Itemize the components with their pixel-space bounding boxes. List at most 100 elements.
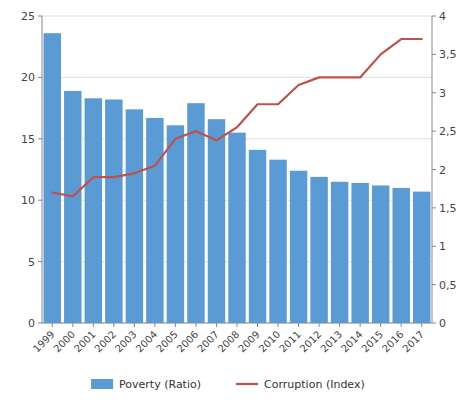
y2-tick (432, 92, 436, 93)
bar (167, 125, 184, 323)
y2-axis-line (432, 16, 433, 323)
x-tick-label: 2011 (277, 329, 303, 355)
bar (392, 188, 409, 323)
legend-label: Poverty (Ratio) (119, 378, 201, 391)
grid (42, 16, 432, 323)
y2-tick-label: 4 (439, 10, 446, 23)
x-tick (134, 323, 135, 327)
y-tick-label: 5 (28, 256, 35, 269)
y2-tick (432, 246, 436, 247)
y2-tick-label: 0,5 (439, 279, 457, 292)
bar (187, 103, 204, 323)
y-tick-label: 20 (21, 71, 35, 84)
legend-label: Corruption (Index) (264, 378, 365, 391)
x-tick (195, 323, 196, 327)
y2-tick-label: 1 (439, 240, 446, 253)
legend-swatch (236, 383, 258, 385)
x-tick (298, 323, 299, 327)
bar (249, 150, 266, 323)
x-tick (72, 323, 73, 327)
y2-tick (432, 207, 436, 208)
legend: Poverty (Ratio) Corruption (Index) (91, 378, 365, 391)
x-tick (93, 323, 94, 327)
bar (310, 177, 327, 323)
x-tick-label: 2007 (195, 329, 221, 355)
bar (44, 33, 61, 323)
y2-tick (432, 131, 436, 132)
y-tick (38, 200, 42, 201)
x-tick-label: 2010 (257, 329, 283, 355)
y2-tick-label: 0 (439, 317, 446, 330)
y-tick (38, 77, 42, 78)
y2-tick-label: 3 (439, 87, 446, 100)
y-axis-line (42, 16, 43, 323)
y-tick-label: 0 (28, 317, 35, 330)
x-tick-label: 1999 (31, 329, 57, 355)
x-tick-label: 2004 (134, 329, 160, 355)
y2-tick (432, 54, 436, 55)
y2-tick (432, 16, 436, 17)
y2-tick-label: 2,5 (439, 125, 457, 138)
x-tick (401, 323, 402, 327)
data (44, 33, 431, 323)
grid-line (42, 16, 432, 17)
x-tick (278, 323, 279, 327)
x-tick-label: 2008 (216, 329, 242, 355)
x-tick (175, 323, 176, 327)
bar (413, 192, 430, 323)
y2-tick (432, 284, 436, 285)
bar (372, 185, 389, 323)
x-tick (113, 323, 114, 327)
x-tick-label: 2013 (318, 329, 344, 355)
x-tick (360, 323, 361, 327)
bar (228, 133, 245, 323)
x-tick-label: 2001 (72, 329, 98, 355)
y2-tick (432, 169, 436, 170)
x-tick-label: 2006 (175, 329, 201, 355)
y2-tick-label: 3,5 (439, 48, 457, 61)
y-tick (38, 138, 42, 139)
x-tick-label: 2017 (400, 329, 426, 355)
grid-line (42, 77, 432, 78)
bar (208, 119, 225, 323)
x-tick-label: 2016 (380, 329, 406, 355)
y-tick-label: 15 (21, 133, 35, 146)
x-tick-label: 2002 (92, 329, 118, 355)
y2-tick (432, 323, 436, 324)
x-tick-label: 2012 (298, 329, 324, 355)
x-tick-label: 2003 (113, 329, 139, 355)
bar (105, 100, 122, 323)
x-tick (339, 323, 340, 327)
bar (331, 182, 348, 323)
legend-swatch (91, 379, 113, 389)
x-tick-label: 2014 (339, 329, 365, 355)
x-tick (421, 323, 422, 327)
y-tick (38, 323, 42, 324)
x-tick-label: 2015 (359, 329, 385, 355)
bar (290, 171, 307, 323)
x-tick-label: 2009 (236, 329, 262, 355)
x-tick-label: 2005 (154, 329, 180, 355)
axes: 051015202500,511,522,533,541999200020012… (21, 10, 457, 354)
bar (64, 91, 81, 323)
bar (126, 109, 143, 323)
line (52, 39, 421, 196)
chart: 051015202500,511,522,533,541999200020012… (0, 0, 474, 401)
x-tick (52, 323, 53, 327)
x-tick (237, 323, 238, 327)
bar (85, 98, 102, 323)
y-tick (38, 261, 42, 262)
y2-tick-label: 2 (439, 164, 446, 177)
x-tick-label: 2000 (51, 329, 77, 355)
x-tick (319, 323, 320, 327)
bar (269, 160, 286, 323)
x-tick (257, 323, 258, 327)
bar (146, 118, 163, 323)
y2-tick-label: 1,5 (439, 202, 457, 215)
bar (351, 183, 368, 323)
y-tick-label: 25 (21, 10, 35, 23)
y-tick (38, 16, 42, 17)
y-tick-label: 10 (21, 194, 35, 207)
x-tick (216, 323, 217, 327)
x-tick (154, 323, 155, 327)
